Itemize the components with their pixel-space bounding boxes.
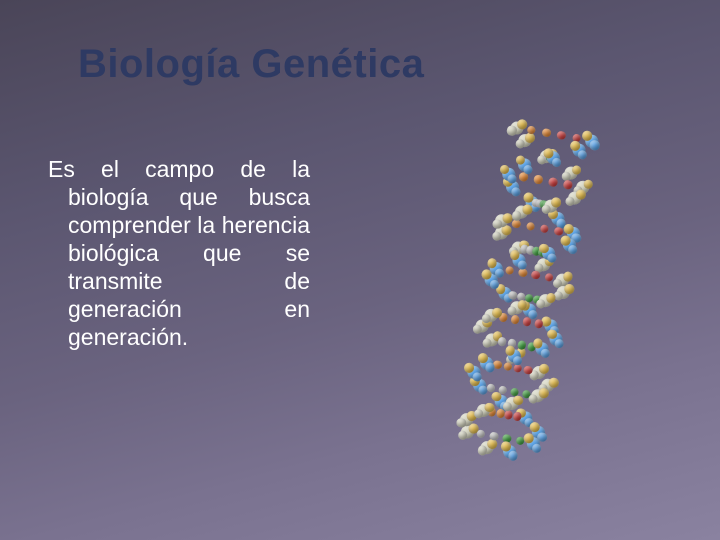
dna-atom [538,363,549,374]
dna-atom [517,260,528,271]
dna-atom [508,451,519,462]
dna-atom [528,394,539,405]
dna-atom [477,445,488,456]
dna-atom [476,429,486,439]
dna-atom [522,317,532,327]
page-title: Biología Genética [78,42,424,87]
dna-atom [589,140,600,151]
dna-atom [514,139,525,150]
dna-atom [512,211,523,222]
dna-atom [554,338,565,349]
dna-atom [525,221,535,231]
dna-atom [533,175,543,185]
dna-atom [538,387,549,398]
dna-atom [577,150,588,161]
dna-atom [554,226,564,236]
dna-atom [531,443,542,454]
dna-atom [485,362,496,373]
dna-atom [551,157,562,168]
dna-illustration [415,125,675,475]
dna-atom [491,231,502,242]
dna-atom [560,235,571,246]
dna-atom [517,119,528,130]
dna-atom [494,268,505,279]
dna-atom [505,266,515,276]
dna-atom [517,340,527,350]
dna-atom [542,128,552,138]
dna-atom [507,125,518,136]
dna-atom [510,186,521,197]
body-paragraph: Es el campo de la biología que busca com… [48,155,310,351]
dna-atom [510,315,520,325]
dna-atom [568,244,579,255]
dna-atom [540,224,550,234]
dna-atom [551,197,562,208]
dna-atom [531,270,541,280]
dna-atom [535,299,546,310]
dna-atom [523,164,534,175]
dna-atom [540,348,551,359]
dna-atom [563,180,573,190]
dna-atom [503,362,513,372]
dna-atom [504,410,514,420]
dna-atom [522,204,533,215]
dna-atom [472,324,483,335]
dna-atom [534,319,544,329]
dna-atom [557,130,567,140]
dna-atom [548,377,559,388]
dna-atom [563,283,574,294]
dna-atom [497,337,507,347]
dna-atom [545,292,556,303]
dna-atom [498,385,508,395]
dna-atom [548,177,558,187]
